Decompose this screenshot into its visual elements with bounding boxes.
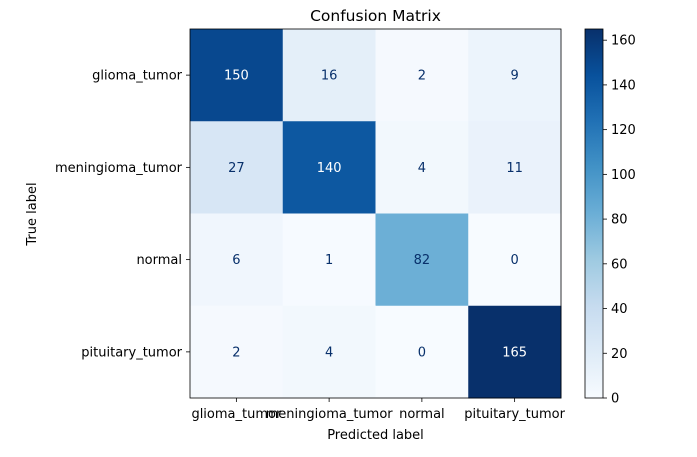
cell-value-label: 2 bbox=[232, 345, 240, 360]
x-tick-label: meningioma_tumor bbox=[266, 407, 394, 422]
cell-value-label: 0 bbox=[510, 253, 518, 268]
colorbar-tick-label: 0 bbox=[611, 392, 619, 407]
cell-value-label: 2 bbox=[418, 69, 426, 84]
y-tick-label: pituitary_tumor bbox=[81, 345, 182, 360]
colorbar-tick-label: 140 bbox=[611, 78, 636, 93]
heatmap-cell bbox=[468, 213, 562, 307]
plot-frame bbox=[189, 28, 562, 399]
cell-value-label: 27 bbox=[228, 161, 245, 176]
heatmap-cell bbox=[375, 305, 469, 399]
cell-value-label: 1 bbox=[325, 253, 333, 268]
heatmap-cell bbox=[190, 121, 284, 214]
heatmap-cell bbox=[282, 213, 376, 307]
heatmap-cell bbox=[190, 213, 284, 307]
heatmap-cell bbox=[468, 29, 562, 122]
heatmap-cell bbox=[468, 305, 562, 399]
cell-value-label: 11 bbox=[506, 161, 523, 176]
cell-value-label: 82 bbox=[414, 253, 431, 268]
cell-value-label: 9 bbox=[510, 69, 518, 84]
heatmap-cell bbox=[190, 29, 284, 122]
colorbar-ticks: 0 20 40 60 80 100 120 140 160 bbox=[603, 34, 636, 407]
cell-value-label: 165 bbox=[502, 345, 527, 360]
x-tick-label: pituitary_tumor bbox=[464, 407, 565, 422]
x-tick-label: normal bbox=[399, 407, 445, 422]
heatmap-cell bbox=[375, 121, 469, 214]
heatmap-cell bbox=[282, 29, 376, 122]
chart-title: Confusion Matrix bbox=[310, 7, 441, 25]
cell-value-label: 140 bbox=[317, 161, 342, 176]
colorbar-tick-label: 60 bbox=[611, 257, 628, 272]
y-tick-label: normal bbox=[136, 253, 182, 268]
y-tick-label: glioma_tumor bbox=[92, 69, 183, 84]
colorbar-tick-label: 160 bbox=[611, 34, 636, 49]
cell-value-label: 16 bbox=[321, 69, 338, 84]
colorbar-tick-label: 40 bbox=[611, 302, 628, 317]
heatmap-cell bbox=[375, 213, 469, 307]
cell-value-labels: 150 16 2 9 27 140 4 11 6 1 82 0 2 4 0 165 bbox=[224, 69, 527, 361]
heatmap-cell bbox=[190, 305, 284, 399]
cell-value-label: 6 bbox=[232, 253, 240, 268]
x-tick-label: glioma_tumor bbox=[191, 407, 282, 422]
cell-value-label: 0 bbox=[418, 345, 426, 360]
cell-value-label: 4 bbox=[418, 161, 426, 176]
colorbar-tick-label: 80 bbox=[611, 213, 628, 228]
cell-value-label: 4 bbox=[325, 345, 333, 360]
heatmap-cell bbox=[282, 305, 376, 399]
heatmap-cells bbox=[190, 29, 562, 399]
y-axis-label: True label bbox=[25, 182, 40, 246]
heatmap-cell bbox=[375, 29, 469, 122]
x-axis-label: Predicted label bbox=[327, 428, 424, 443]
colorbar-tick-label: 20 bbox=[611, 347, 628, 362]
y-tick-label: meningioma_tumor bbox=[55, 161, 183, 176]
heatmap-cell bbox=[468, 121, 562, 214]
colorbar-tick-label: 120 bbox=[611, 123, 636, 138]
colorbar bbox=[584, 28, 604, 399]
heatmap-cell bbox=[282, 121, 376, 214]
cell-value-label: 150 bbox=[224, 69, 249, 84]
colorbar-tick-label: 100 bbox=[611, 168, 636, 183]
